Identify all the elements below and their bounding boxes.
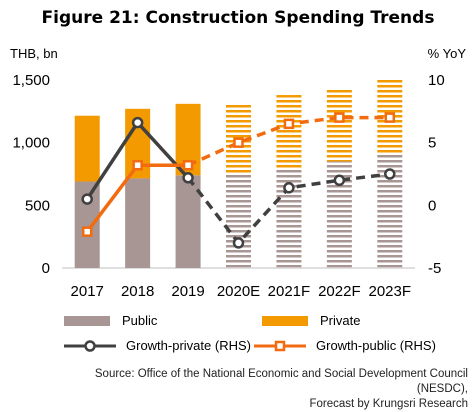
legend-public-swatch	[64, 315, 110, 326]
growth-public-point	[283, 118, 295, 130]
right-tick-label: -5	[428, 260, 441, 277]
growth-public-point	[81, 226, 93, 237]
growth-private-point	[81, 193, 93, 205]
left-tick-label: 0	[42, 260, 50, 277]
left-axis-label: THB, bn	[10, 46, 58, 61]
growth-public-point	[132, 159, 143, 171]
legend-private-swatch	[262, 315, 308, 326]
right-tick-label: 5	[428, 135, 436, 152]
x-tick-label: 2022F	[318, 283, 361, 300]
legend-growth-private-marker	[64, 339, 116, 352]
source-line-1: Source: Office of the National Economic …	[94, 368, 468, 395]
left-tick-label: 1,500	[12, 72, 50, 89]
growth-private-point	[384, 168, 396, 180]
growth-private-point	[283, 182, 295, 194]
growth-private-point	[131, 116, 144, 129]
x-tick-label: 2020E	[217, 283, 260, 300]
legend-growth-private-label: Growth-private (RHS)	[126, 338, 251, 353]
growth-private-point	[333, 174, 346, 187]
x-tick-label: 2018	[121, 283, 154, 300]
bar-private	[276, 95, 302, 168]
bar-public	[175, 175, 201, 268]
legend-growth-public-label: Growth-public (RHS)	[316, 338, 436, 353]
source-note: Source: Office of the National Economic …	[60, 367, 468, 412]
bar-public	[125, 178, 151, 268]
growth-private-point	[232, 237, 245, 249]
growth-private-point	[182, 172, 194, 184]
legend-private: Private	[262, 313, 360, 328]
bar-private	[74, 115, 100, 182]
legend-private-label: Private	[320, 313, 361, 328]
legend-public: Public	[64, 313, 157, 328]
left-tick-label: 500	[25, 197, 50, 214]
growth-public-point	[384, 112, 396, 123]
right-axis-label: % YoY	[428, 46, 467, 61]
right-tick-label: 0	[428, 197, 436, 214]
legend-growth-private: Growth-private (RHS)	[64, 338, 251, 353]
growth-public-point	[182, 159, 194, 171]
legend-growth-public: Growth-public (RHS)	[254, 338, 436, 353]
x-tick-label: 2023F	[369, 283, 412, 300]
legend-growth-public-marker	[254, 340, 306, 351]
legend-public-label: Public	[122, 313, 158, 328]
left-tick-label: 1,000	[12, 135, 50, 152]
bar-public	[226, 172, 251, 268]
axes: THB, bn % YoY 0 500 1,000 1,500 -5 0 5 10 2017 2018…	[10, 46, 466, 300]
x-tick-label: 2019	[171, 283, 204, 300]
chart-title: Figure 21: Construction Spending Trends	[41, 8, 435, 28]
bar-private	[326, 87, 352, 162]
x-tick-label: 2017	[71, 283, 104, 300]
growth-public-point	[334, 112, 345, 123]
growth-public-point	[233, 137, 244, 148]
right-tick-label: 10	[428, 72, 445, 89]
lines	[81, 112, 396, 249]
x-tick-label: 2021F	[268, 283, 311, 300]
